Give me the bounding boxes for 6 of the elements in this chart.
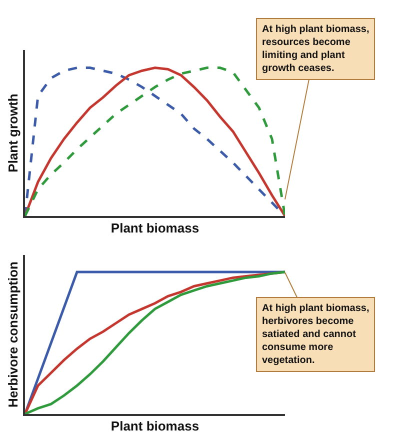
y-axis-title: Herbivore consumption [6, 261, 21, 408]
annotation: At high plant biomass, resources become limiting and plant growth ceases. [262, 24, 370, 74]
x-axis-title: Plant biomass [110, 418, 200, 434]
annotation: At high plant biomass, herbivores become satiated and cannot consume more vegetation. [262, 303, 370, 366]
y-axis-title: Plant growth [6, 94, 21, 172]
x-axis-title: Plant biomass [110, 220, 200, 236]
